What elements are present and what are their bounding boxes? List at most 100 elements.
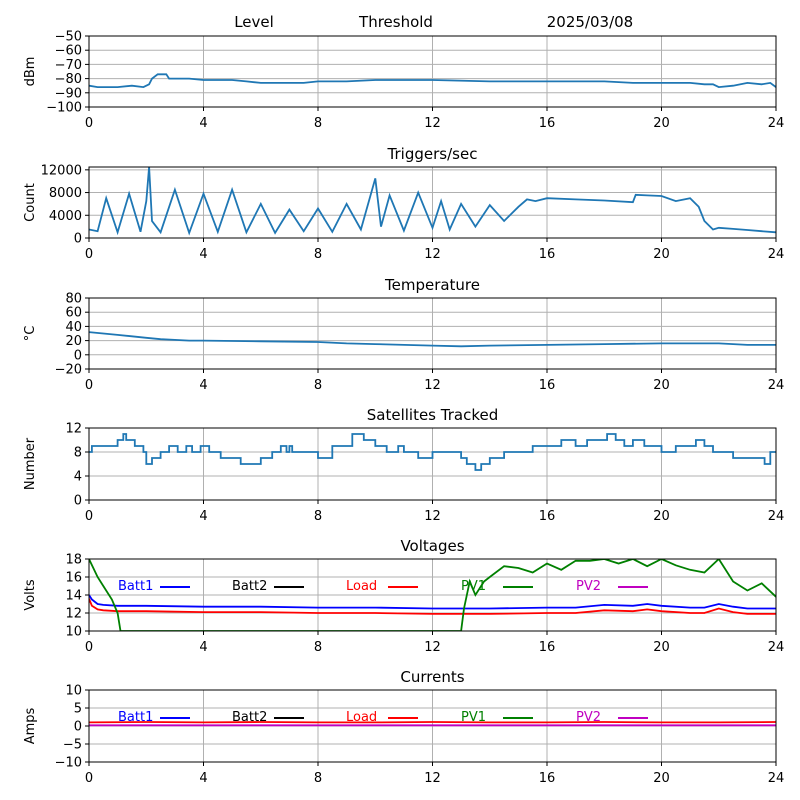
x-tick-label: 8 bbox=[314, 771, 322, 786]
x-tick-label: 16 bbox=[539, 116, 556, 131]
y-tick-label: −80 bbox=[55, 72, 82, 87]
legend-label-load: Load bbox=[346, 579, 377, 594]
chart-title: Satellites Tracked bbox=[367, 406, 498, 424]
y-axis-label: Number bbox=[23, 437, 38, 490]
y-tick-label: 5 bbox=[74, 702, 82, 717]
x-tick-label: 24 bbox=[768, 116, 785, 131]
legend-label-batt1: Batt1 bbox=[118, 710, 153, 725]
header-date: 2025/03/08 bbox=[547, 13, 633, 31]
x-tick-label: 8 bbox=[314, 247, 322, 262]
legend-label-batt1: Batt1 bbox=[118, 579, 153, 594]
y-tick-label: 0 bbox=[74, 494, 82, 509]
subplot-5: Voltages 0 4 8 12 16 20 24 10 12 14 16 18 Volts Batt1 B… bbox=[23, 537, 784, 655]
legend-label-pv2: PV2 bbox=[576, 579, 601, 594]
axes-frame bbox=[88, 35, 777, 108]
x-tick-label: 12 bbox=[424, 116, 441, 131]
y-tick-label: 10 bbox=[65, 625, 82, 640]
x-tick-label: 8 bbox=[314, 640, 322, 655]
y-tick-label: 12000 bbox=[41, 163, 82, 178]
y-tick-label: 20 bbox=[65, 334, 82, 349]
header-level: Level bbox=[234, 13, 274, 31]
x-tick-label: 24 bbox=[768, 247, 785, 262]
x-tick-label: 12 bbox=[424, 771, 441, 786]
x-tick-label: 24 bbox=[768, 378, 785, 393]
y-tick-label: −5 bbox=[63, 738, 82, 753]
y-axis-label: Volts bbox=[23, 579, 38, 611]
x-tick-label: 0 bbox=[85, 116, 93, 131]
x-tick-label: 16 bbox=[539, 509, 556, 524]
y-tick-label: 8000 bbox=[49, 186, 82, 201]
header-threshold: Threshold bbox=[358, 13, 433, 31]
y-axis-label: dBm bbox=[23, 57, 38, 87]
x-tick-label: 0 bbox=[85, 247, 93, 262]
y-tick-label: −50 bbox=[55, 30, 82, 45]
x-tick-label: 16 bbox=[539, 640, 556, 655]
axes-frame bbox=[88, 558, 777, 632]
subplots: 0 4 8 12 16 20 24−100−90−80−70−60−50dBmTrigger… bbox=[23, 30, 784, 787]
y-tick-label: 12 bbox=[65, 422, 82, 437]
y-tick-label: 14 bbox=[65, 589, 82, 604]
subplot-1: 0 4 8 12 16 20 24 −100−90−80−70−60−50 dBm bbox=[23, 30, 784, 132]
chart-title: Voltages bbox=[400, 537, 464, 555]
y-tick-label: 0 bbox=[74, 348, 82, 363]
x-tick-label: 24 bbox=[768, 771, 785, 786]
y-tick-label: 0 bbox=[74, 720, 82, 735]
x-tick-label: 8 bbox=[314, 116, 322, 131]
y-tick-label: −20 bbox=[55, 363, 82, 378]
axes-frame bbox=[88, 427, 777, 501]
series-line-load bbox=[89, 598, 776, 615]
series-line-pv1 bbox=[89, 559, 776, 631]
x-tick-label: 0 bbox=[85, 378, 93, 393]
x-tick-label: 12 bbox=[424, 247, 441, 262]
y-tick-label: 12 bbox=[65, 607, 82, 622]
y-axis-label: °C bbox=[23, 326, 38, 342]
legend-label-batt2: Batt2 bbox=[232, 710, 267, 725]
legend-label-load: Load bbox=[346, 710, 377, 725]
y-tick-label: 16 bbox=[65, 571, 82, 586]
y-tick-label: 10 bbox=[65, 684, 82, 699]
x-tick-label: 8 bbox=[314, 509, 322, 524]
y-tick-label: 4 bbox=[74, 470, 82, 485]
y-tick-label: 60 bbox=[65, 306, 82, 321]
x-tick-label: 8 bbox=[314, 378, 322, 393]
legend-label-pv2: PV2 bbox=[576, 710, 601, 725]
x-tick-label: 24 bbox=[768, 640, 785, 655]
x-tick-label: 4 bbox=[199, 378, 207, 393]
x-tick-label: 0 bbox=[85, 640, 93, 655]
chart-title: Triggers/sec bbox=[387, 145, 478, 163]
x-tick-label: 4 bbox=[199, 771, 207, 786]
x-tick-label: 16 bbox=[539, 771, 556, 786]
legend-label-batt2: Batt2 bbox=[232, 579, 267, 594]
x-tick-label: 20 bbox=[653, 640, 670, 655]
x-tick-label: 0 bbox=[85, 771, 93, 786]
x-tick-label: 20 bbox=[653, 509, 670, 524]
header-row: Level Threshold 2025/03/08 bbox=[234, 13, 633, 31]
x-tick-label: 4 bbox=[199, 640, 207, 655]
y-tick-label: 4000 bbox=[49, 209, 82, 224]
y-axis-label: Amps bbox=[23, 707, 38, 744]
y-tick-label: −90 bbox=[55, 86, 82, 101]
y-tick-label: 18 bbox=[65, 553, 82, 568]
x-tick-label: 4 bbox=[199, 116, 207, 131]
series-line bbox=[89, 331, 776, 348]
x-tick-label: 16 bbox=[539, 378, 556, 393]
y-tick-label: 80 bbox=[65, 292, 82, 307]
x-tick-label: 12 bbox=[424, 378, 441, 393]
x-tick-label: 12 bbox=[424, 640, 441, 655]
x-tick-label: 20 bbox=[653, 116, 670, 131]
series-line bbox=[89, 167, 776, 236]
legend-label-pv1: PV1 bbox=[461, 710, 486, 725]
axes-frame bbox=[88, 689, 777, 763]
subplot-6: Currents 0 4 8 12 16 20 24 −10 −5 0 5 10 Amps Batt1 Bat… bbox=[23, 668, 784, 786]
y-tick-label: −70 bbox=[55, 58, 82, 73]
x-tick-label: 20 bbox=[653, 247, 670, 262]
y-tick-label: 40 bbox=[65, 320, 82, 335]
series-line bbox=[89, 73, 776, 89]
chart-title: Temperature bbox=[384, 276, 480, 294]
axes-frame bbox=[88, 166, 777, 239]
x-tick-label: 20 bbox=[653, 378, 670, 393]
legend-label-pv1: PV1 bbox=[461, 579, 486, 594]
chart-title: Currents bbox=[400, 668, 464, 686]
x-tick-label: 4 bbox=[199, 247, 207, 262]
